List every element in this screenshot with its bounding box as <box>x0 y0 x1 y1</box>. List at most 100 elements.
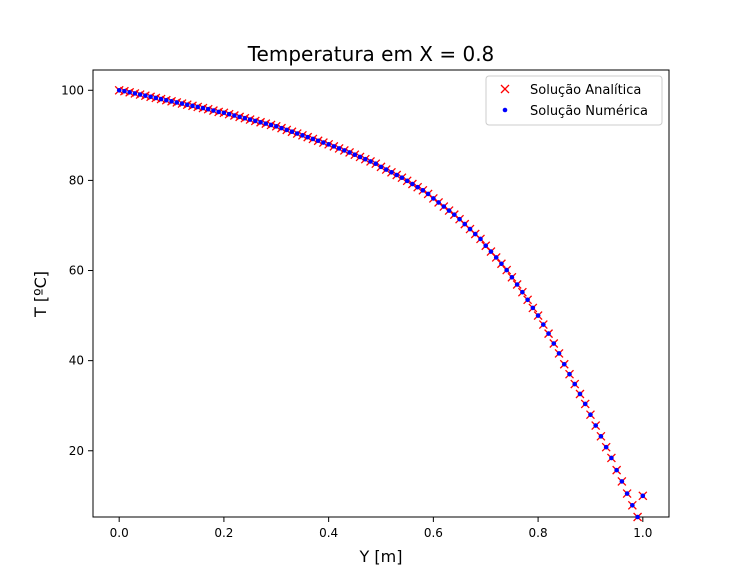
numeric-point <box>352 152 358 158</box>
numeric-point <box>242 115 248 121</box>
numeric-point <box>446 208 452 213</box>
numeric-point <box>593 423 598 428</box>
numeric-point <box>226 111 232 117</box>
numeric-point <box>431 196 436 201</box>
numeric-point <box>315 138 321 144</box>
series-analytic <box>114 85 648 522</box>
numeric-point <box>551 341 557 346</box>
numeric-point <box>420 188 426 193</box>
numeric-point <box>472 231 478 237</box>
numeric-point <box>232 113 237 118</box>
numeric-point <box>368 159 373 164</box>
numeric-point <box>493 255 499 260</box>
numeric-point <box>614 467 619 473</box>
numeric-point <box>619 479 625 484</box>
numeric-point <box>488 249 494 254</box>
numeric-point <box>399 175 405 180</box>
numeric-point <box>279 125 284 131</box>
numeric-point <box>305 134 310 140</box>
numeric-point <box>499 261 504 267</box>
numeric-point <box>441 204 447 209</box>
numeric-point <box>577 391 583 397</box>
numeric-point <box>263 121 269 126</box>
y-tick-label: 60 <box>69 264 84 278</box>
numeric-point <box>273 124 279 129</box>
numeric-point <box>336 146 342 151</box>
numeric-point <box>158 96 164 102</box>
numeric-point <box>342 148 347 153</box>
numeric-point <box>436 200 441 205</box>
numeric-point <box>378 164 384 170</box>
numeric-point <box>478 236 483 242</box>
y-tick-label: 20 <box>69 444 84 458</box>
numeric-point <box>247 117 253 122</box>
x-axis: 0.0 0.2 0.4 0.6 0.8 1.0 <box>110 517 652 540</box>
numeric-point <box>268 122 274 128</box>
numeric-point <box>373 161 379 167</box>
numeric-point <box>410 181 415 187</box>
numeric-point <box>211 108 216 113</box>
numeric-point <box>127 90 132 95</box>
legend-x-marker <box>500 84 510 94</box>
x-tick-label: 0.0 <box>110 526 129 540</box>
numeric-point <box>174 100 180 105</box>
numeric-point <box>509 274 515 280</box>
numeric-point <box>572 381 578 387</box>
numeric-point <box>205 106 211 112</box>
numeric-point <box>561 361 567 367</box>
numeric-point <box>520 289 525 295</box>
numeric-point <box>598 434 604 439</box>
numeric-point <box>609 455 614 461</box>
legend-dot-marker <box>502 107 508 113</box>
numeric-point <box>300 133 305 138</box>
x-tick-label: 0.2 <box>214 526 233 540</box>
numeric-point <box>347 150 352 155</box>
numeric-point <box>153 95 159 101</box>
numeric-point <box>462 221 468 227</box>
numeric-point <box>603 444 609 450</box>
numeric-point <box>535 313 541 318</box>
numeric-point <box>284 127 290 133</box>
numeric-point <box>143 93 148 98</box>
numeric-point <box>331 144 337 149</box>
numeric-point <box>404 178 410 184</box>
numeric-point <box>221 110 227 116</box>
numeric-point <box>137 92 143 97</box>
numeric-point <box>567 371 572 377</box>
numeric-point <box>504 267 509 273</box>
numeric-point <box>148 94 153 100</box>
numeric-point <box>122 88 127 94</box>
numeric-point <box>258 119 263 125</box>
y-axis: 20 40 60 80 100 <box>61 83 93 458</box>
numeric-point <box>294 131 300 136</box>
numeric-point <box>635 514 640 520</box>
numeric-point <box>310 136 316 142</box>
numeric-point <box>452 212 457 217</box>
numeric-point <box>190 103 195 109</box>
x-tick-label: 0.6 <box>424 526 443 540</box>
legend-marker-analytic <box>500 84 510 94</box>
numeric-point <box>394 172 400 178</box>
series-numeric <box>116 87 646 520</box>
numeric-point <box>556 351 562 356</box>
numeric-point <box>588 412 593 418</box>
y-tick-label: 40 <box>69 354 84 368</box>
x-tick-label: 0.8 <box>529 526 548 540</box>
numeric-point <box>514 282 520 287</box>
x-tick-label: 1.0 <box>633 526 652 540</box>
numeric-point <box>582 401 588 407</box>
numeric-point <box>237 114 242 120</box>
numeric-point <box>425 191 431 197</box>
numeric-point <box>630 502 635 508</box>
numeric-point <box>640 493 646 499</box>
numeric-point <box>200 105 206 111</box>
legend-label-analytic: Solução Analítica <box>530 83 641 98</box>
numeric-point <box>132 91 138 96</box>
legend-box <box>485 75 663 126</box>
numeric-point <box>169 99 174 104</box>
y-axis-label: T [ºC] <box>31 271 50 318</box>
numeric-point <box>525 297 530 303</box>
numeric-point <box>415 184 420 190</box>
numeric-point <box>321 140 326 145</box>
